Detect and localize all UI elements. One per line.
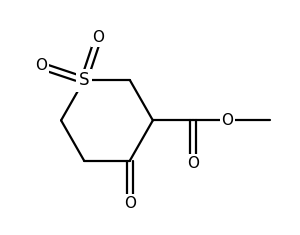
Text: O: O — [92, 30, 104, 45]
Text: O: O — [124, 196, 136, 211]
Text: S: S — [79, 71, 89, 89]
Text: O: O — [221, 113, 233, 128]
Text: O: O — [35, 58, 47, 73]
Text: O: O — [187, 156, 199, 171]
